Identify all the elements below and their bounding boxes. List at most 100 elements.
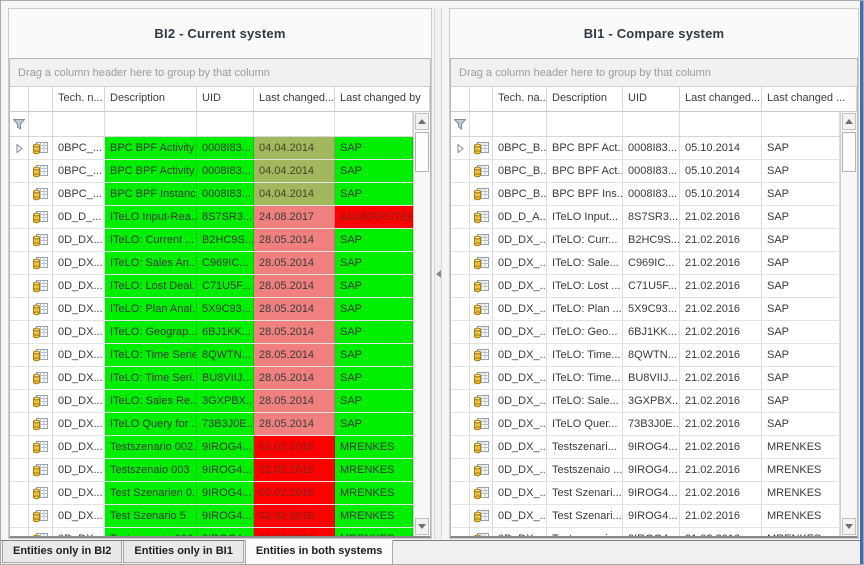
cell-date[interactable]: 21.02.2016	[680, 321, 762, 343]
cell-date[interactable]: 21.02.2016	[680, 505, 762, 527]
cell-uid[interactable]: 0008I83...	[197, 137, 254, 159]
cell-uid[interactable]: 5X9C93...	[623, 298, 680, 320]
row-indicator-cell[interactable]	[10, 344, 29, 366]
cell-tech[interactable]: 0D_DX...	[53, 459, 105, 481]
row-indicator-cell[interactable]	[451, 137, 470, 159]
cell-by[interactable]: SAP	[335, 367, 413, 389]
cell-desc[interactable]: Testszenari...	[547, 528, 623, 536]
cell-desc[interactable]: Test Szenarien 0...	[105, 482, 197, 504]
scroll-down-button[interactable]	[842, 518, 856, 535]
cell-by[interactable]: SAP	[762, 298, 840, 320]
table-row[interactable]: 0D_DX... ITeLO: Geograp... 6BJ1KK... 28.05.…	[10, 321, 413, 344]
row-indicator-cell[interactable]	[10, 390, 29, 412]
cell-uid[interactable]: 9IROG4...	[623, 459, 680, 481]
cell-desc[interactable]: ITeLO Input-Rea...	[105, 206, 197, 228]
cell-desc[interactable]: Testszenaio ...	[547, 459, 623, 481]
cell-date[interactable]: 28.05.2014	[254, 344, 335, 366]
filter-row[interactable]	[451, 112, 840, 137]
cell-tech[interactable]: 0D_DX...	[53, 505, 105, 527]
table-row[interactable]: 0D_DX_... ITeLO: Time... BU8VIIJ... 21.02.2…	[451, 367, 840, 390]
row-indicator-cell[interactable]	[10, 137, 29, 159]
cell-by[interactable]: MRENKES	[762, 528, 840, 536]
row-indicator-cell[interactable]	[10, 436, 29, 458]
row-indicator-cell[interactable]	[10, 160, 29, 182]
cell-date[interactable]: 21.02.2016	[680, 252, 762, 274]
filter-input-cell[interactable]	[53, 112, 105, 136]
table-row[interactable]: 0BPC_... BPC BPF Activity ... 0008I83... 04…	[10, 160, 413, 183]
cell-uid[interactable]: 5X9C93...	[197, 298, 254, 320]
cell-by[interactable]: SAP	[762, 275, 840, 297]
cell-date[interactable]: 21.02.2016	[680, 390, 762, 412]
group-by-drop-area[interactable]: Drag a column header here to group by th…	[451, 59, 857, 87]
cell-date[interactable]: 02.02.2016	[254, 459, 335, 481]
filter-input-cell[interactable]	[680, 112, 762, 136]
row-indicator-cell[interactable]	[10, 505, 29, 527]
cell-desc[interactable]: BPC BPF Act...	[547, 160, 623, 182]
cell-tech[interactable]: 0D_DX_...	[493, 482, 547, 504]
cell-tech[interactable]: 0D_DX_...	[493, 459, 547, 481]
cell-uid[interactable]: 8QWTN...	[623, 344, 680, 366]
filter-row[interactable]	[10, 112, 413, 137]
table-row[interactable]: 0BPC_B... BPC BPF Act... 0008I83... 05.10.2…	[451, 160, 840, 183]
cell-desc[interactable]: ITeLO: Sales An...	[105, 252, 197, 274]
column-header-last-changed-by[interactable]: Last changed by	[335, 87, 430, 111]
row-indicator-cell[interactable]	[451, 206, 470, 228]
cell-by[interactable]: SAP	[762, 390, 840, 412]
row-indicator-cell[interactable]	[10, 252, 29, 274]
cell-date[interactable]: 21.02.2016	[680, 367, 762, 389]
cell-desc[interactable]: BPC BPF Ins...	[547, 183, 623, 205]
filter-input-cell[interactable]	[493, 112, 547, 136]
table-row[interactable]: 0D_DX_...Testszenari...9IROG4...21.02.20…	[451, 436, 840, 459]
cell-desc[interactable]: ITeLO: Time...	[547, 367, 623, 389]
cell-by[interactable]: SAP	[335, 413, 413, 435]
cell-by[interactable]: SAP	[762, 137, 840, 159]
filter-icon-cell[interactable]	[29, 112, 53, 136]
cell-uid[interactable]: 9IROG4...	[623, 436, 680, 458]
cell-uid[interactable]: 9IROG4...	[197, 436, 254, 458]
column-header-description[interactable]: Description	[547, 87, 623, 111]
cell-uid[interactable]: 8S7SR3...	[623, 206, 680, 228]
column-header-tech[interactable]: Tech. n...	[53, 87, 105, 111]
cell-uid[interactable]: B2HC9S...	[197, 229, 254, 251]
cell-desc[interactable]: ITeLO: Sales Re...	[105, 390, 197, 412]
row-indicator-cell[interactable]	[10, 275, 29, 297]
cell-uid[interactable]: 0008I83...	[197, 160, 254, 182]
cell-uid[interactable]: 9IROG4...	[197, 505, 254, 527]
table-row[interactable]: 0D_DX... ITeLO: Current ... B2HC9S... 28.05…	[10, 229, 413, 252]
cell-date[interactable]: 21.02.2016	[680, 482, 762, 504]
row-indicator-cell[interactable]	[10, 367, 29, 389]
cell-tech[interactable]: 0D_DX_...	[493, 229, 547, 251]
cell-tech[interactable]: 0D_DX...	[53, 367, 105, 389]
table-row[interactable]: 0BPC_... BPC BPF Instanc... 0008I83... 04.0…	[10, 183, 413, 206]
cell-by[interactable]: SAP	[762, 413, 840, 435]
cell-desc[interactable]: Testszenaio 003	[105, 459, 197, 481]
cell-desc[interactable]: ITeLO: Lost Deal...	[105, 275, 197, 297]
cell-tech[interactable]: 0D_DX_...	[493, 528, 547, 536]
cell-date[interactable]: 21.02.2016	[680, 275, 762, 297]
group-by-drop-area[interactable]: Drag a column header here to group by th…	[10, 59, 430, 87]
cell-by[interactable]: SAP	[762, 160, 840, 182]
filter-input-cell[interactable]	[254, 112, 335, 136]
row-indicator-cell[interactable]	[10, 229, 29, 251]
cell-uid[interactable]: C969IC...	[623, 252, 680, 274]
table-row[interactable]: 0D_DX_... ITeLO: Plan ... 5X9C93... 21.02.2…	[451, 298, 840, 321]
table-row[interactable]: 0D_DX... ITeLO: Time Series 8QWTN... 28.05.…	[10, 344, 413, 367]
row-indicator-cell[interactable]	[451, 528, 470, 536]
cell-tech[interactable]: 0D_DX...	[53, 413, 105, 435]
cell-by[interactable]: MRENKES	[335, 482, 413, 504]
column-header-last-changed-by[interactable]: Last changed ...	[762, 87, 857, 111]
cell-desc[interactable]: ITeLO: Time Series	[105, 344, 197, 366]
row-indicator-cell[interactable]	[10, 321, 29, 343]
cell-uid[interactable]: BU8VIIJ...	[623, 367, 680, 389]
scrollbar-thumb[interactable]	[842, 132, 856, 172]
column-header-uid[interactable]: UID	[197, 87, 254, 111]
cell-tech[interactable]: 0D_DX...	[53, 298, 105, 320]
table-row[interactable]: 0D_DX... ITeLO: Lost Deal... C71U5F... 28.0…	[10, 275, 413, 298]
table-row[interactable]: 0D_DX... Test Szenario 5 9IROG4... 02.02.20…	[10, 505, 413, 528]
filter-input-cell[interactable]	[547, 112, 623, 136]
cell-desc[interactable]: BPC BPF Activity ...	[105, 160, 197, 182]
filter-button-cell[interactable]	[10, 112, 29, 136]
cell-uid[interactable]: 9IROG4...	[623, 482, 680, 504]
cell-desc[interactable]: ITeLO: Plan ...	[547, 298, 623, 320]
cell-date[interactable]: 28.05.2014	[254, 321, 335, 343]
